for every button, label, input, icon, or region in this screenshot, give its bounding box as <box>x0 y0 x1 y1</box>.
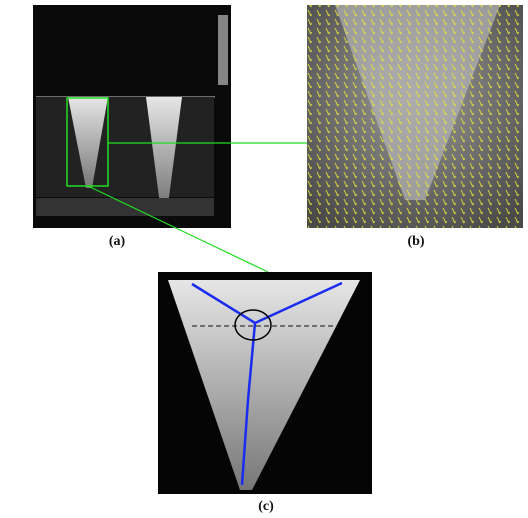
panel-c <box>158 272 372 494</box>
panel-label: (c) <box>258 499 274 514</box>
panel-b <box>307 5 523 228</box>
panel-label: (b) <box>407 234 424 249</box>
panel-label: (a) <box>109 234 126 249</box>
panel-a <box>33 5 231 228</box>
